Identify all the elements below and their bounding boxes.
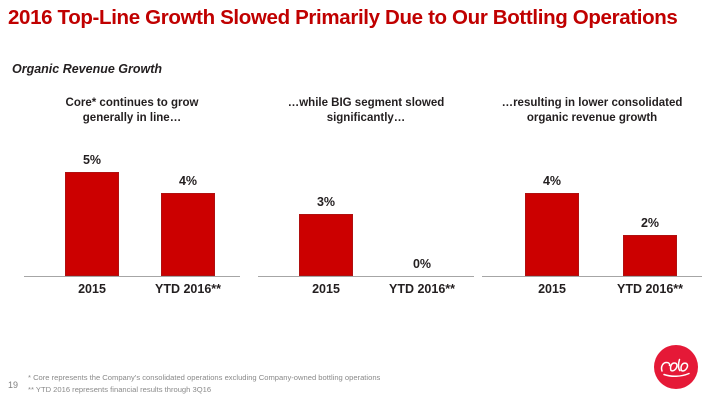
chart-3-bar-2015[interactable] [525,193,579,276]
chart-1-heading: Core* continues to grow generally in lin… [18,96,246,126]
chart-1-heading-line-1: Core* continues to grow [65,97,199,109]
chart-3-heading-line-1: …resulting in lower consolidated [501,97,683,109]
page-number: 19 [8,380,19,390]
chart-2-heading-line-2: significantly… [326,112,406,125]
chart-1-category-ytd2016: YTD 2016** [154,282,221,296]
chart-2-category-labels: 2015 YTD 2016** [252,282,480,302]
chart-3-plot: 4% 2% [476,142,708,277]
chart-2-bar-group-ytd2016: 0% [374,142,470,276]
chart-2-value-label-2015: 3% [316,195,336,209]
chart-2-bar-group-2015: 3% [278,142,374,276]
chart-3-value-label-2015: 4% [542,174,562,188]
footnote-1: * Core represents the Company’s consolid… [28,373,381,382]
chart-1-heading-line-2: generally in line… [82,112,182,125]
chart-3-category-labels: 2015 YTD 2016** [476,282,708,302]
chart-1-value-label-2015: 5% [82,153,102,167]
charts-container: Core* continues to grow generally in lin… [0,96,710,306]
chart-3-bar-group-2015: 4% [504,142,600,276]
chart-1-category-2015: 2015 [78,282,106,296]
chart-1-bar-group-2015: 5% [44,142,140,276]
chart-1-bar-ytd2016[interactable] [161,193,215,276]
chart-2-category-ytd2016: YTD 2016** [388,282,455,296]
footnotes: * Core represents the Company’s consolid… [28,372,380,396]
chart-2-value-label-ytd2016: 0% [412,257,432,271]
chart-2-axis-line [258,276,474,277]
chart-2-heading-line-1: …while BIG segment slowed [287,97,445,109]
chart-1-bar-2015[interactable] [65,172,119,276]
chart-panel-3: …resulting in lower consolidated organic… [476,96,708,306]
coca-cola-logo [654,345,698,389]
chart-3-category-ytd2016: YTD 2016** [616,282,683,296]
chart-panel-2: …while BIG segment slowed significantly…… [252,96,480,306]
chart-3-bar-ytd2016[interactable] [623,235,677,276]
chart-2-heading: …while BIG segment slowed significantly… [252,96,480,126]
chart-2-bar-2015[interactable] [299,214,353,276]
chart-1-bar-group-ytd2016: 4% [140,142,236,276]
subtitle-label: Organic Revenue Growth [12,62,163,76]
chart-3-heading: …resulting in lower consolidated organic… [476,96,708,126]
chart-panel-1: Core* continues to grow generally in lin… [18,96,246,306]
footnote-2: ** YTD 2016 represents financial results… [28,384,212,394]
page-title: 2016 Top-Line Growth Slowed Primarily Du… [8,6,678,29]
chart-1-plot: 5% 4% [18,142,246,277]
chart-1-value-label-ytd2016: 4% [178,174,198,188]
chart-1-axis-line [24,276,240,277]
chart-3-heading-line-2: organic revenue growth [526,112,658,125]
chart-3-value-label-ytd2016: 2% [640,216,660,230]
chart-3-axis-line [482,276,702,277]
chart-1-category-labels: 2015 YTD 2016** [18,282,246,302]
chart-3-category-2015: 2015 [538,282,566,296]
chart-2-plot: 3% 0% [252,142,480,277]
chart-2-category-2015: 2015 [312,282,340,296]
chart-3-bar-group-ytd2016: 2% [602,142,698,276]
